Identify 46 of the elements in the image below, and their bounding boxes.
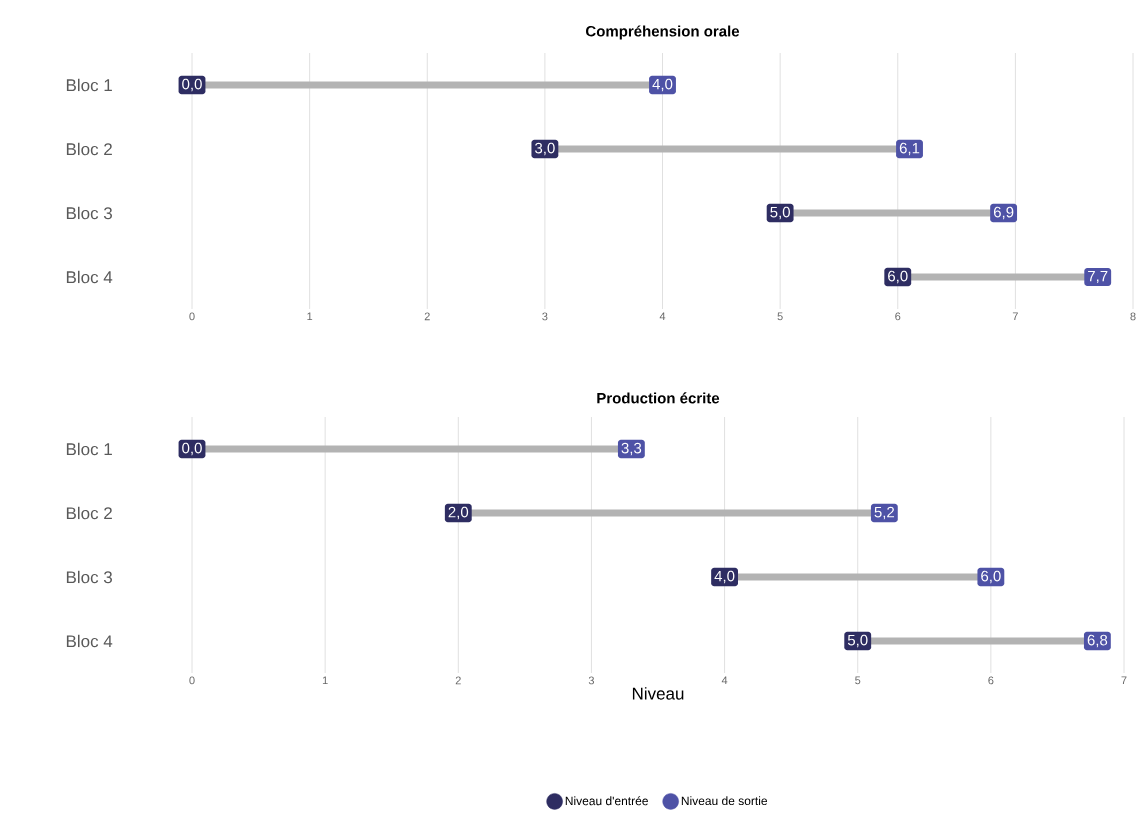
data-label: 6,0 bbox=[981, 570, 1001, 584]
data-label: 5,2 bbox=[874, 506, 895, 520]
data-label: 5,0 bbox=[847, 634, 868, 648]
legend-label: Niveau de sortie bbox=[681, 796, 768, 806]
x-tick-label: 7 bbox=[1012, 312, 1018, 321]
chart-title: Production écrite bbox=[597, 392, 720, 404]
x-tick-label: 5 bbox=[777, 312, 783, 321]
x-tick-label: 1 bbox=[307, 312, 313, 321]
x-tick-label: 6 bbox=[988, 676, 994, 685]
y-tick-label: Bloc 2 bbox=[66, 142, 112, 156]
y-tick-label: Bloc 3 bbox=[66, 570, 112, 584]
chart-title: Compréhension orale bbox=[586, 25, 740, 40]
legend-label: Niveau d'entrée bbox=[565, 796, 648, 806]
y-tick-label: Bloc 3 bbox=[66, 206, 112, 220]
x-tick-label: 7 bbox=[1121, 676, 1127, 685]
y-tick-label: Bloc 1 bbox=[66, 78, 112, 92]
x-tick-label: 8 bbox=[1130, 312, 1136, 321]
x-tick-label: 2 bbox=[455, 676, 461, 685]
x-axis-title: Niveau bbox=[632, 687, 684, 700]
data-label: 7,7 bbox=[1088, 270, 1108, 284]
y-tick-label: Bloc 4 bbox=[66, 634, 113, 648]
x-tick-label: 4 bbox=[659, 312, 666, 321]
data-label: 0,0 bbox=[182, 78, 202, 92]
data-label: 0,0 bbox=[182, 442, 202, 456]
x-tick-label: 4 bbox=[721, 676, 728, 685]
data-label: 6,0 bbox=[888, 270, 908, 284]
x-tick-label: 3 bbox=[542, 312, 548, 321]
data-label: 4,0 bbox=[652, 78, 673, 92]
x-tick-label: 0 bbox=[189, 676, 195, 685]
y-tick-label: Bloc 1 bbox=[66, 442, 112, 456]
x-tick-label: 2 bbox=[424, 312, 430, 321]
x-tick-label: 0 bbox=[189, 312, 195, 321]
data-label: 4,0 bbox=[714, 570, 735, 584]
x-tick-label: 6 bbox=[895, 312, 901, 321]
x-tick-label: 3 bbox=[588, 676, 595, 685]
data-label: 3,3 bbox=[621, 442, 642, 456]
data-label: 6,8 bbox=[1087, 634, 1108, 648]
x-tick-label: 1 bbox=[322, 676, 328, 685]
x-tick-label: 5 bbox=[855, 676, 861, 685]
data-label: 3,0 bbox=[535, 142, 555, 156]
y-tick-label: Bloc 4 bbox=[66, 270, 113, 284]
data-label: 6,1 bbox=[899, 142, 920, 156]
data-label: 6,9 bbox=[993, 206, 1014, 220]
y-tick-label: Bloc 2 bbox=[66, 506, 112, 520]
data-label: 5,0 bbox=[770, 206, 790, 220]
data-label: 2,0 bbox=[448, 506, 469, 520]
